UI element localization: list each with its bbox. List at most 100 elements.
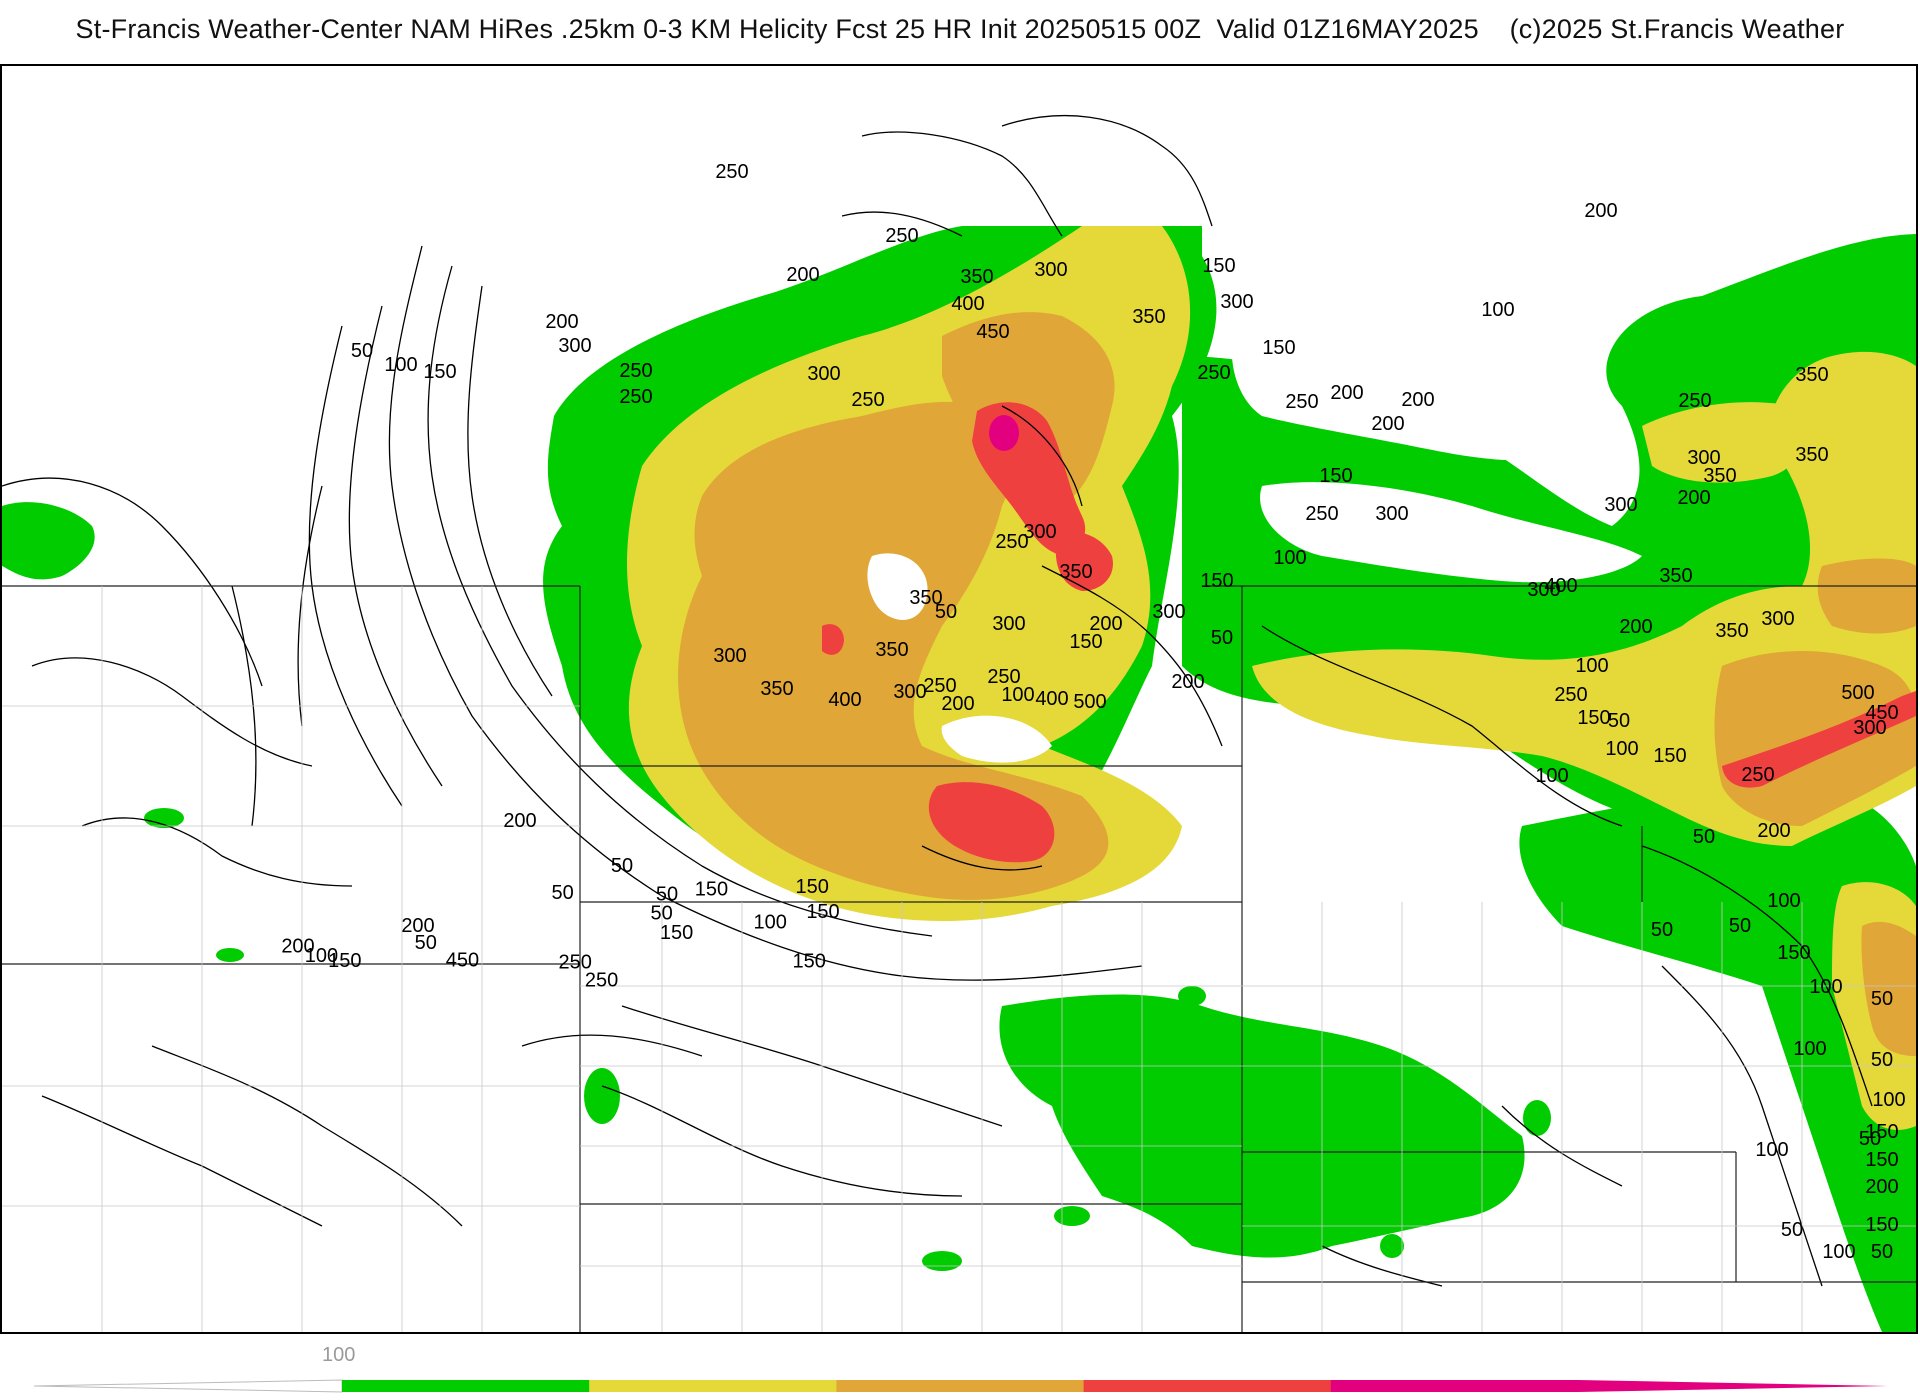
contour-label: 250 [585, 970, 618, 992]
contour-label: 400 [1035, 688, 1068, 710]
contour-label: 300 [992, 613, 1025, 635]
contour-label: 200 [1865, 1176, 1898, 1198]
contour-label: 100 [1755, 1139, 1788, 1161]
contour-label: 100 [1767, 890, 1800, 912]
contour-label: 250 [987, 666, 1020, 688]
contour-label: 250 [715, 161, 748, 183]
contour-label: 100 [1822, 1241, 1855, 1263]
contour-label: 450 [976, 321, 1009, 343]
colorbar-segment [589, 1380, 837, 1392]
contour-label: 50 [1608, 710, 1630, 732]
contour-label: 150 [1653, 745, 1686, 767]
contour-label: 350 [960, 266, 993, 288]
colorbar-high-triangle [1578, 1380, 1888, 1392]
contour-label: 350 [760, 678, 793, 700]
contour-label: 50 [1211, 627, 1233, 649]
contour-label: 100 [1001, 684, 1034, 706]
contour-label: 250 [619, 386, 652, 408]
contour-label: 50 [1651, 919, 1673, 941]
state-borders [2, 585, 1916, 1332]
colorbar-low-triangle [33, 1379, 343, 1393]
contour-label: 200 [1619, 616, 1652, 638]
contour-label: 50 [650, 902, 672, 924]
contour-label: 250 [885, 225, 918, 247]
contour-label: 50 [1871, 1241, 1893, 1263]
contour-label: 300 [1527, 579, 1560, 601]
contour-label: 200 [1677, 487, 1710, 509]
contour-label: 150 [1865, 1121, 1898, 1143]
contour-label: 200 [1584, 200, 1617, 222]
contour-label: 50 [935, 601, 957, 623]
contour-label: 50 [611, 855, 633, 877]
contour-label: 250 [1554, 684, 1587, 706]
contour-label: 350 [1659, 565, 1692, 587]
contour-label: 100 [1793, 1038, 1826, 1060]
contour-label: 100 [1273, 547, 1306, 569]
contour-label: 50 [656, 884, 678, 906]
contour-label: 50 [351, 340, 373, 362]
contour-label: 200 [503, 810, 536, 832]
contour-label: 300 [558, 335, 591, 357]
contour-label: 150 [796, 876, 829, 898]
contour-label: 300 [893, 681, 926, 703]
contour-label: 150 [1200, 570, 1233, 592]
map-title: St-Francis Weather-Center NAM HiRes .25k… [75, 14, 1845, 44]
contour-label: 250 [1285, 391, 1318, 413]
contour-label: 150 [1865, 1149, 1898, 1171]
colorbar [33, 1379, 1888, 1393]
contour-label: 100 [754, 912, 787, 934]
contour-label: 300 [1152, 601, 1185, 623]
contour-label: 250 [851, 389, 884, 411]
contour-label: 500 [1073, 691, 1106, 713]
contour-label: 250 [923, 675, 956, 697]
contour-label: 150 [1777, 942, 1810, 964]
contour-label: 300 [1023, 521, 1056, 543]
contour-label: 50 [1781, 1219, 1803, 1241]
contour-label: 150 [1202, 255, 1235, 277]
contour-label: 50 [415, 932, 437, 954]
low-helicity-voids [867, 294, 1642, 763]
contour-label: 300 [807, 363, 840, 385]
contour-label: 250 [1741, 764, 1774, 786]
contour-label: 200 [1330, 382, 1363, 404]
colorbar-segment [1330, 1380, 1579, 1392]
contour-label: 300 [1687, 447, 1720, 469]
contour-label: 150 [1865, 1214, 1898, 1236]
contour-label: 200 [1171, 671, 1204, 693]
contour-label: 100 [1809, 976, 1842, 998]
contour-label: 50 [551, 882, 573, 904]
contour-label: 100 [1872, 1089, 1905, 1111]
contour-label: 350 [1132, 306, 1165, 328]
contour-label: 200 [1089, 613, 1122, 635]
contour-label: 400 [951, 293, 984, 315]
contour-label: 200 [401, 915, 434, 937]
contour-label: 400 [1544, 575, 1577, 597]
contour-label: 250 [1305, 503, 1338, 525]
contour-label: 100 [1575, 655, 1608, 677]
contour-label: 150 [423, 361, 456, 383]
helicity-red-fields [822, 402, 1916, 863]
contour-label: 150 [328, 950, 361, 972]
contour-label: 200 [1757, 820, 1790, 842]
contour-label: 50 [1871, 988, 1893, 1010]
contour-label: 300 [1761, 608, 1794, 630]
contour-label: 300 [1034, 259, 1067, 281]
contour-label: 150 [660, 922, 693, 944]
colorbar-segment [836, 1380, 1085, 1392]
contour-label: 250 [559, 951, 592, 973]
contour-label: 100 [305, 945, 338, 967]
contour-label: 300 [1604, 494, 1637, 516]
contour-label: 350 [1795, 364, 1828, 386]
contour-label: 150 [1069, 631, 1102, 653]
contour-label: 500 [1841, 682, 1874, 704]
contour-label: 300 [1853, 717, 1886, 739]
contour-label: 150 [1319, 465, 1352, 487]
contour-label: 350 [909, 587, 942, 609]
contour-label: 350 [1059, 561, 1092, 583]
contour-label: 350 [1715, 620, 1748, 642]
contour-label: 150 [1577, 707, 1610, 729]
colorbar-segment [342, 1380, 590, 1392]
contour-label: 50 [1871, 1049, 1893, 1071]
